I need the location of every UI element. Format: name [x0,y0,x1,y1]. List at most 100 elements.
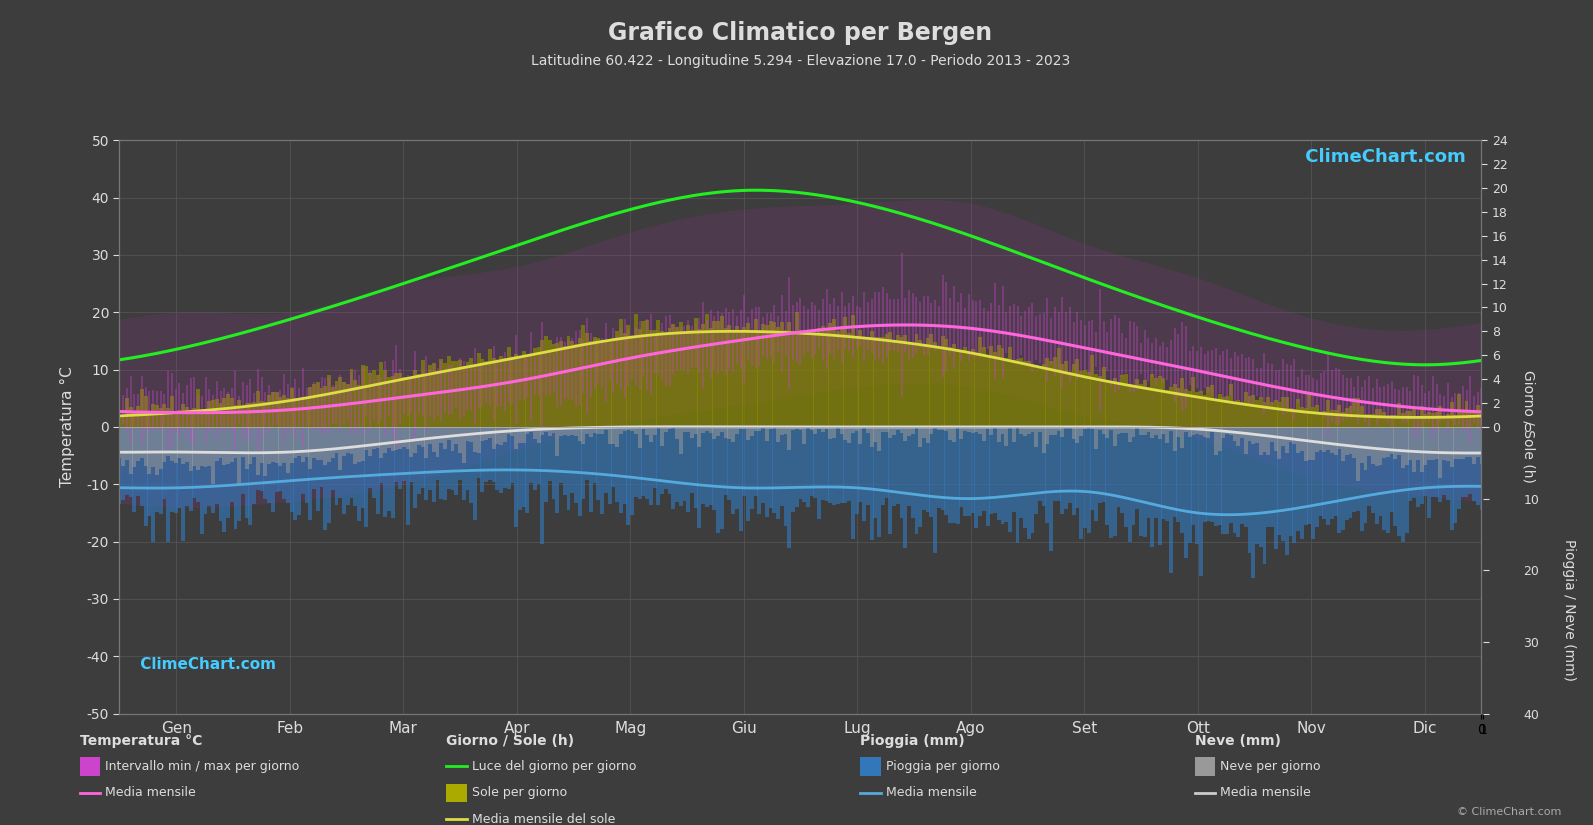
Bar [1349,406,1352,427]
Bar [1075,427,1080,443]
Bar [1322,427,1327,519]
Bar [1431,427,1435,497]
Bar [354,380,357,427]
Bar [1158,376,1161,427]
Bar [1012,361,1016,427]
Bar [1408,427,1413,460]
Bar [1297,427,1300,453]
Bar [1203,395,1206,427]
Bar [687,326,690,427]
Bar [1045,358,1050,427]
Bar [1031,427,1034,533]
Bar [507,427,511,434]
Bar [1139,427,1142,536]
Bar [140,389,143,427]
Bar [1274,427,1278,451]
Bar [1475,427,1480,505]
Bar [878,427,881,450]
Bar [776,327,781,427]
Bar [338,427,342,469]
Bar [140,427,143,459]
Bar [1039,427,1042,431]
Bar [836,427,840,428]
Bar [1247,427,1252,554]
Bar [1461,427,1464,459]
Bar [1200,427,1203,576]
Bar [634,314,637,427]
Bar [342,427,346,456]
Bar [521,351,526,427]
Bar [1394,427,1397,459]
Bar [551,427,556,499]
Bar [1442,417,1446,427]
Bar [612,338,615,427]
Bar [1435,412,1438,427]
Bar [803,332,806,427]
Bar [1450,402,1453,427]
Bar [1050,361,1053,427]
Bar [1461,427,1464,497]
Bar [1172,384,1177,427]
Bar [1000,348,1005,427]
Bar [521,427,526,507]
Bar [1281,397,1286,427]
Bar [487,348,492,427]
Bar [1472,427,1477,464]
Bar [615,331,620,427]
Bar [379,361,384,427]
Bar [787,427,792,548]
Bar [803,427,806,444]
Bar [1281,427,1286,446]
Bar [162,427,166,462]
Bar [548,340,551,427]
Bar [1344,427,1349,520]
Bar [349,370,354,427]
Bar [776,427,781,519]
Bar [529,427,534,483]
Bar [218,403,223,427]
Bar [1078,427,1083,436]
Bar [473,365,476,427]
Bar [1004,427,1008,446]
Bar [484,427,487,440]
Bar [742,327,746,427]
Bar [867,337,870,427]
Bar [1341,412,1344,427]
Bar [401,376,406,427]
Bar [182,427,185,540]
Bar [421,427,424,447]
Bar [365,427,368,526]
Bar [304,398,309,427]
Bar [1023,361,1027,427]
Bar [581,427,585,444]
Bar [443,427,448,450]
Bar [795,312,798,427]
Bar [750,427,753,509]
Bar [1150,427,1155,547]
Bar [895,427,900,430]
Bar [653,330,656,427]
Bar [814,332,817,427]
Bar [695,427,698,434]
Bar [193,427,196,465]
Bar [1352,398,1356,427]
Bar [309,427,312,520]
Bar [301,427,304,494]
Bar [1192,427,1195,436]
Y-axis label: Temperatura °C: Temperatura °C [61,366,75,488]
Bar [335,427,338,453]
Bar [1027,427,1031,540]
Bar [1450,427,1453,468]
Bar [226,394,229,427]
Bar [593,427,597,433]
Bar [193,427,196,497]
Bar [687,427,690,431]
Bar [698,427,701,528]
Bar [1408,412,1413,427]
Bar [873,427,878,442]
Bar [532,348,537,427]
Bar [451,427,454,490]
Bar [720,427,723,529]
Bar [481,427,484,441]
Bar [948,427,953,523]
